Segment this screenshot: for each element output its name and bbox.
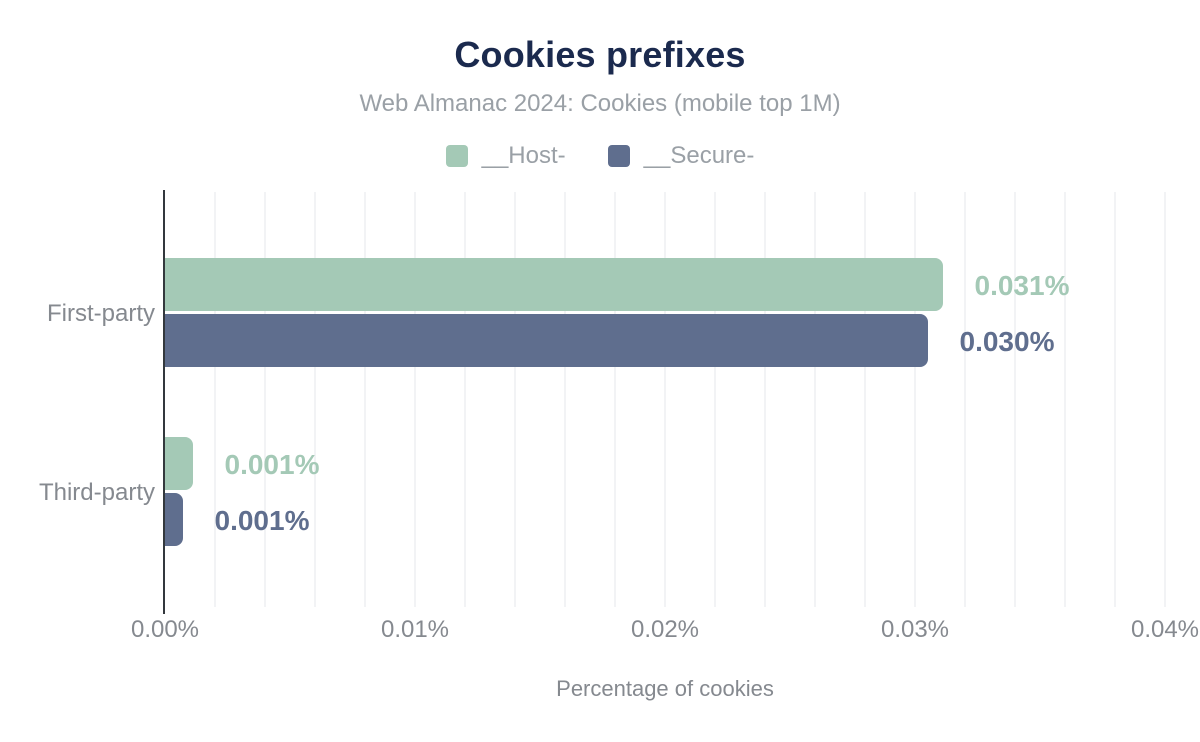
gridline	[814, 192, 816, 607]
x-tick-label: 0.04%	[1130, 616, 1200, 643]
bar-first-party-Secure-	[165, 314, 928, 367]
gridline	[1114, 192, 1116, 607]
gridline	[564, 192, 566, 607]
bar-third-party-Host-	[165, 437, 193, 490]
category-label-first-party: First-party	[47, 299, 155, 327]
gridline	[264, 192, 266, 607]
bar-third-party-Secure-	[165, 493, 183, 546]
gridline	[1064, 192, 1066, 607]
legend-label: __Host-	[481, 142, 566, 169]
bar-value-label: 0.031%	[974, 269, 1070, 301]
gridline	[764, 192, 766, 607]
gridline	[414, 192, 416, 607]
chart-title: Cookies prefixes	[454, 34, 746, 75]
gridline	[714, 192, 716, 607]
x-tick-label: 0.03%	[880, 616, 950, 643]
x-tick-label: 0.00%	[130, 616, 200, 643]
gridline	[1164, 192, 1166, 607]
gridline	[514, 192, 516, 607]
legend-label: __Secure-	[643, 142, 755, 169]
chart-subtitle: Web Almanac 2024: Cookies (mobile top 1M…	[359, 90, 841, 117]
legend-item-host: __Host-	[445, 142, 566, 170]
x-tick-label: 0.01%	[380, 616, 450, 643]
category-label-third-party: Third-party	[38, 478, 155, 506]
legend: __Host- __Secure-	[0, 142, 1200, 170]
gridline	[914, 192, 916, 607]
gridline	[214, 192, 216, 607]
bar-value-label: 0.001%	[224, 448, 320, 480]
gridline	[464, 192, 466, 607]
gridline	[664, 192, 666, 607]
plot-area: 0.031% 0.030% 0.001% 0.001%	[163, 190, 1166, 614]
gridline	[314, 192, 316, 607]
x-axis-title: Percentage of cookies	[556, 676, 774, 701]
x-tick-label: 0.02%	[630, 616, 700, 643]
bar-first-party-Host-	[165, 258, 943, 311]
legend-swatch	[607, 145, 630, 167]
legend-swatch	[445, 145, 468, 167]
legend-item-secure: __Secure-	[607, 142, 755, 170]
bar-value-label: 0.030%	[959, 325, 1055, 357]
bar-value-label: 0.001%	[214, 504, 310, 536]
gridline	[614, 192, 616, 607]
gridline	[1014, 192, 1016, 607]
y-axis-line	[163, 190, 165, 614]
gridline	[864, 192, 866, 607]
gridline	[964, 192, 966, 607]
gridline	[364, 192, 366, 607]
